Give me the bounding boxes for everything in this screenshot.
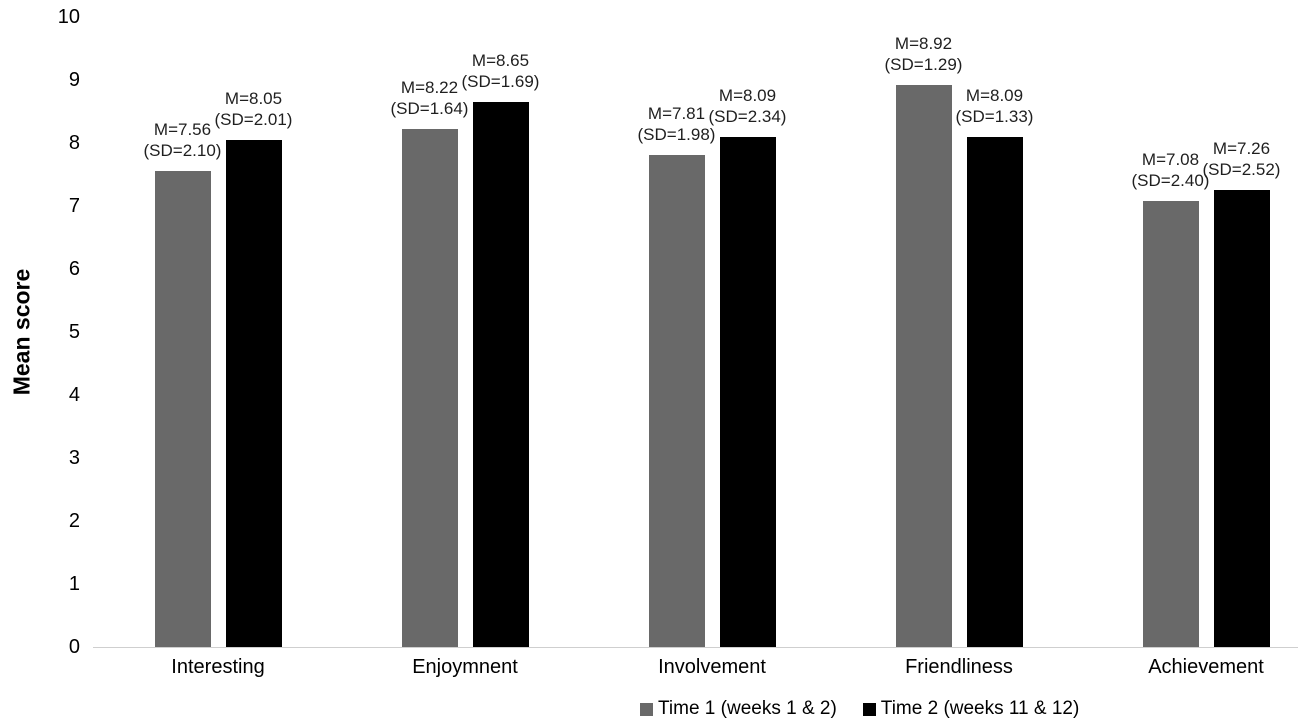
y-tick-label: 0 <box>68 636 80 658</box>
legend: Time 1 (weeks 1 & 2) Time 2 (weeks 11 & 1… <box>640 698 1079 720</box>
data-label-series1-achievement: M=7.08 (SD=2.40) <box>1111 149 1231 191</box>
data-label-mean: M=7.26 <box>1212 139 1271 158</box>
category-label-involvement: Involvement <box>658 656 766 678</box>
legend-swatch-icon <box>640 702 653 716</box>
bar-series2-interesting <box>225 140 282 647</box>
data-label-series1-interesting: M=7.56 (SD=2.10) <box>123 119 243 161</box>
data-label-sd: (SD=1.69) <box>461 72 540 91</box>
bar-series1-enjoymnent <box>401 129 458 647</box>
y-tick-label: 7 <box>68 195 80 217</box>
data-label-mean: M=7.08 <box>1141 150 1200 169</box>
y-tick-label: 5 <box>68 321 80 343</box>
data-label-mean: M=8.92 <box>894 34 953 53</box>
data-label-mean: M=8.09 <box>718 86 777 105</box>
data-label-mean: M=8.65 <box>471 51 530 70</box>
bar-series2-involvement <box>719 137 776 647</box>
data-label-mean: M=8.05 <box>224 89 283 108</box>
x-axis-line <box>93 647 1298 648</box>
y-tick-label: 4 <box>68 384 80 406</box>
data-label-sd: (SD=2.01) <box>214 110 293 129</box>
data-label-series2-interesting: M=8.05 (SD=2.01) <box>194 88 314 130</box>
data-label-sd: (SD=1.98) <box>637 125 716 144</box>
data-label-mean: M=8.22 <box>400 78 459 97</box>
data-label-series1-friendliness: M=8.92 (SD=1.29) <box>864 33 984 75</box>
legend-swatch-icon <box>862 702 876 716</box>
legend-item-time2: Time 2 (weeks 11 & 12) <box>862 698 1080 720</box>
category-label-friendliness: Friendliness <box>905 656 1013 678</box>
data-label-sd: (SD=1.64) <box>390 99 469 118</box>
bar-series2-achievement <box>1213 190 1270 647</box>
bar-series1-achievement <box>1142 201 1199 647</box>
category-label-achievement: Achievement <box>1148 656 1264 678</box>
data-label-series2-involvement: M=8.09 (SD=2.34) <box>688 85 808 127</box>
y-tick-label: 1 <box>68 573 80 595</box>
y-tick-label: 2 <box>68 510 80 532</box>
data-label-sd: (SD=2.10) <box>143 141 222 160</box>
data-label-sd: (SD=1.33) <box>955 107 1034 126</box>
bar-series2-enjoymnent <box>472 102 529 647</box>
bar-series1-friendliness <box>895 85 952 647</box>
legend-label: Time 2 (weeks 11 & 12) <box>880 698 1080 719</box>
y-tick-label: 8 <box>68 132 80 154</box>
legend-label: Time 1 (weeks 1 & 2) <box>658 698 837 719</box>
bar-series1-involvement <box>648 155 705 647</box>
data-label-series1-enjoymnent: M=8.22 (SD=1.64) <box>370 77 490 119</box>
y-tick-label: 6 <box>68 258 80 280</box>
data-label-sd: (SD=2.34) <box>708 107 787 126</box>
data-label-series2-achievement: M=7.26 (SD=2.52) <box>1182 138 1300 180</box>
data-label-series2-enjoymnent: M=8.65 (SD=1.69) <box>441 50 561 92</box>
category-label-enjoymnent: Enjoymnent <box>412 656 518 678</box>
data-label-mean: M=8.09 <box>965 86 1024 105</box>
y-tick-label: 10 <box>57 6 80 28</box>
y-tick-label: 9 <box>68 69 80 91</box>
bar-series1-interesting <box>154 171 211 647</box>
data-label-sd: (SD=2.52) <box>1202 160 1281 179</box>
category-label-interesting: Interesting <box>171 656 265 678</box>
data-label-sd: (SD=2.40) <box>1131 171 1210 190</box>
bar-series2-friendliness <box>966 137 1023 647</box>
data-label-mean: M=7.81 <box>647 104 706 123</box>
data-label-series2-friendliness: M=8.09 (SD=1.33) <box>935 85 1055 127</box>
data-label-series1-involvement: M=7.81 (SD=1.98) <box>617 103 737 145</box>
data-label-sd: (SD=1.29) <box>884 55 963 74</box>
data-label-mean: M=7.56 <box>153 120 212 139</box>
legend-item-time1: Time 1 (weeks 1 & 2) <box>640 698 837 720</box>
y-tick-label: 3 <box>68 447 80 469</box>
